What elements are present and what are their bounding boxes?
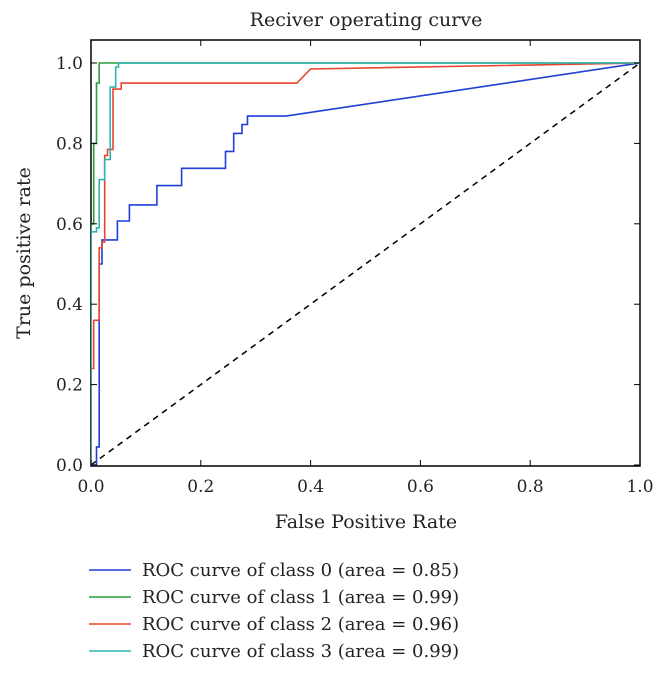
legend-label-class-3: ROC curve of class 3 (area = 0.99) <box>142 641 459 662</box>
x-axis-label: False Positive Rate <box>275 511 457 533</box>
chance-diagonal-line <box>90 62 641 466</box>
x-tick-label: 0.8 <box>517 477 544 497</box>
y-tick-label: 0.6 <box>56 215 83 235</box>
y-tick-label: 0.4 <box>56 295 83 315</box>
y-tick-label: 0.2 <box>56 376 83 396</box>
y-tick-label: 0.0 <box>56 456 83 476</box>
x-tick-label: 0.4 <box>297 477 324 497</box>
roc-curve-class-2 <box>91 62 640 465</box>
legend: ROC curve of class 0 (area = 0.85) ROC cu… <box>89 560 459 662</box>
legend-label-class-1: ROC curve of class 1 (area = 0.99) <box>142 587 459 608</box>
y-tick-label: 0.8 <box>56 134 83 154</box>
y-tick-label: 1.0 <box>56 54 83 74</box>
chart-title: Reciver operating curve <box>250 9 483 31</box>
x-tick-label: 0.2 <box>187 477 214 497</box>
x-tick-label: 0.0 <box>77 477 104 497</box>
legend-label-class-0: ROC curve of class 0 (area = 0.85) <box>142 560 459 581</box>
y-axis-label: True positive rate <box>13 167 35 339</box>
roc-curve-class-3 <box>91 62 640 465</box>
x-tick-label: 0.6 <box>407 477 434 497</box>
legend-label-class-2: ROC curve of class 2 (area = 0.96) <box>142 614 459 635</box>
x-tick-label: 1.0 <box>626 477 653 497</box>
